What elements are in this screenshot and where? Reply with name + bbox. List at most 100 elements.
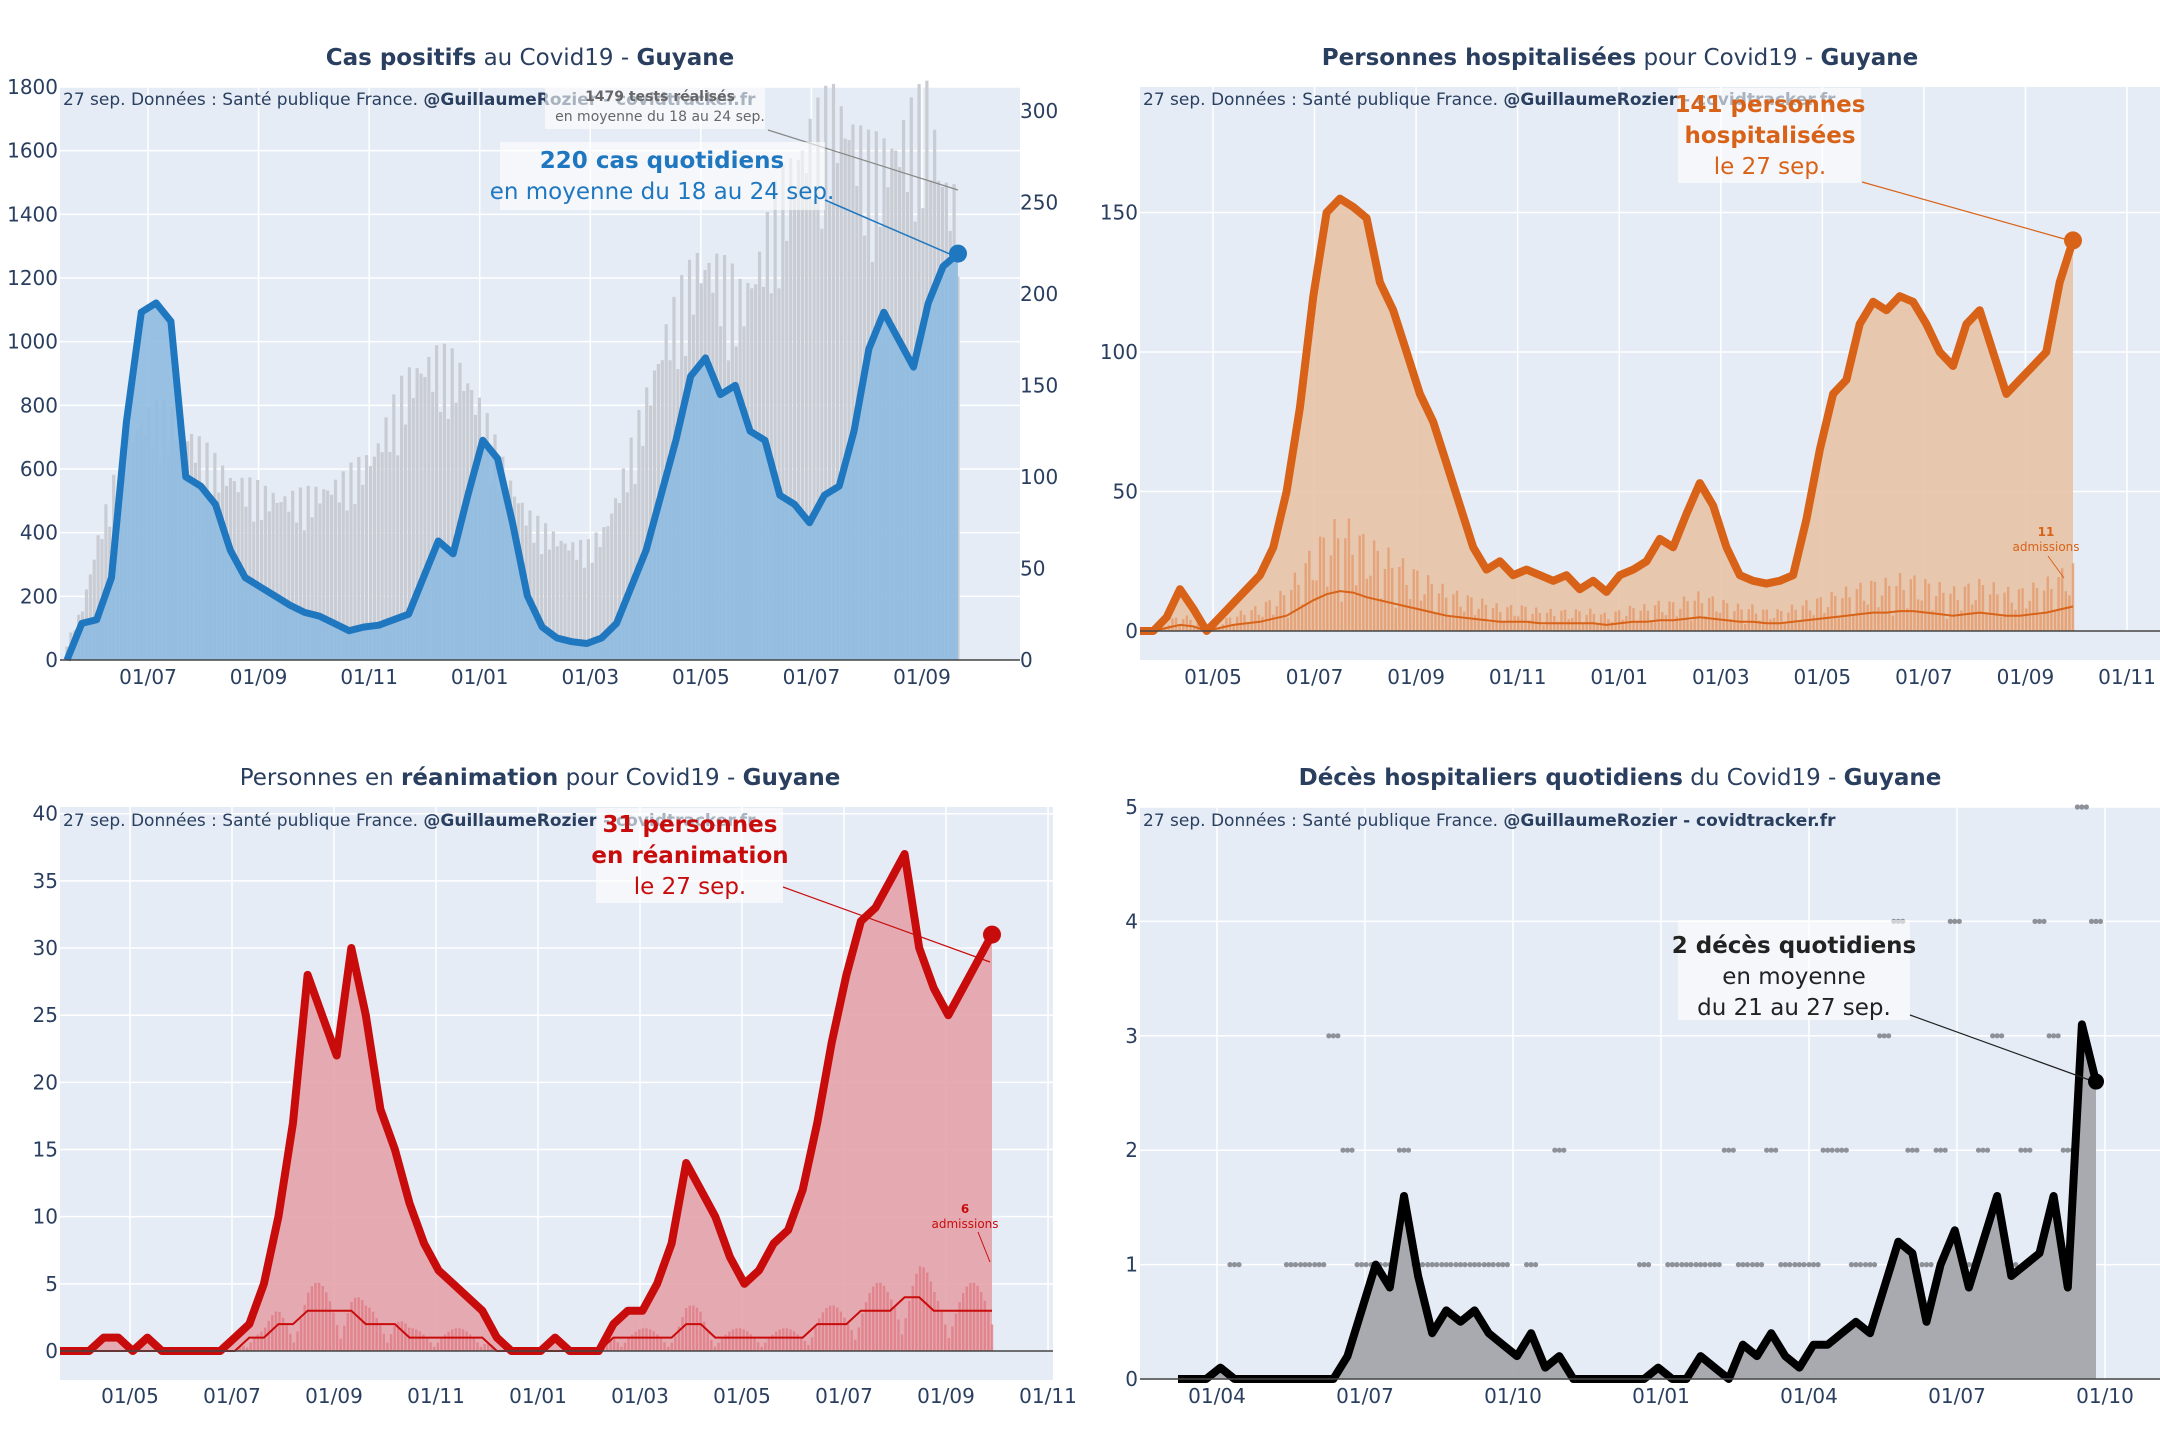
admission-bar (2039, 614, 2042, 631)
tests-bar (586, 539, 590, 660)
daily-death-dot (1283, 1262, 1290, 1268)
annotation-admissions-value: 6 (961, 1202, 969, 1216)
admission-bar (980, 1291, 983, 1351)
tests-bar (427, 356, 431, 660)
admission-bar (641, 1328, 645, 1351)
admission-bar (368, 1307, 371, 1351)
annotation-icu-text: le 27 sep. (634, 874, 746, 900)
daily-death-dot (1923, 1262, 1930, 1268)
admission-bar (1358, 535, 1361, 631)
admission-bar (879, 1282, 882, 1351)
admission-bar (436, 1342, 440, 1351)
daily-death-dot (1693, 1262, 1699, 1268)
admission-bar (688, 1305, 691, 1351)
admission-bar (674, 1335, 677, 1351)
admission-bar (1383, 569, 1387, 631)
tests-bar (388, 452, 392, 660)
y-axis-ticks: 0 50 100 150 (1100, 201, 1138, 643)
admission-bar (1801, 605, 1805, 631)
tests-bar (812, 198, 816, 660)
admission-bar (828, 1305, 832, 1351)
x-tick-label: 01/09 (917, 1384, 975, 1408)
daily-death-dot (2055, 1033, 2061, 1039)
admission-bar (1650, 621, 1653, 631)
admission-bar (1794, 609, 1797, 631)
x-tick-label: 01/03 (561, 665, 619, 689)
x-tick-label: 01/10 (1484, 1384, 1542, 1408)
admission-bar (1491, 608, 1495, 631)
admission-bar (623, 1342, 627, 1351)
admission-bar (249, 1342, 252, 1351)
admission-bar (2021, 588, 2024, 631)
admission-bar (1264, 601, 1268, 631)
daily-death-dot (1778, 1262, 1784, 1268)
admission-bar (1171, 618, 1174, 631)
admission-bar (242, 1345, 245, 1351)
admission-bar (1322, 537, 1325, 631)
admission-bar (1398, 566, 1401, 631)
daily-death-dot (1556, 1147, 1562, 1153)
admission-bar (1844, 586, 1848, 631)
tests-bar (575, 559, 579, 660)
admission-bar (1282, 595, 1286, 631)
daily-death-dot (2074, 804, 2080, 810)
daily-death-dot (1476, 1262, 1482, 1268)
admission-bar (1520, 605, 1524, 631)
daily-death-dot (1344, 1147, 1351, 1153)
daily-death-dot (1363, 1262, 1369, 1268)
admission-bar (310, 1286, 314, 1351)
admission-bar (1574, 609, 1578, 631)
admission-bar (738, 1328, 742, 1351)
admission-bar (364, 1305, 368, 1351)
admission-bar (1790, 604, 1794, 631)
admission-bar (929, 1281, 933, 1351)
daily-death-dot (1914, 1147, 1920, 1153)
daily-death-dot (1288, 1262, 1294, 1268)
admission-bar (803, 1340, 807, 1351)
admission-bar (1743, 623, 1747, 631)
daily-death-dot (1490, 1262, 1496, 1268)
admission-bar (1257, 614, 1261, 631)
admission-bar (886, 1291, 889, 1351)
tests-bar (824, 85, 828, 660)
admission-bar (281, 1317, 285, 1351)
daily-death-dot (1500, 1262, 1506, 1268)
annotation-deaths-arrow (1909, 1014, 2096, 1083)
tests-bar (294, 522, 299, 660)
y-axis-ticks: 0 5 10 15 20 25 30 35 40 (33, 802, 58, 1363)
admission-bar (2032, 582, 2035, 631)
daily-death-dot (1312, 1262, 1318, 1268)
admission-bar (1369, 575, 1372, 631)
admission-bar (627, 1338, 630, 1351)
tests-bar (804, 173, 808, 660)
admission-bar (951, 1326, 954, 1351)
admission-bar (767, 1338, 771, 1351)
admission-bar (944, 1324, 947, 1351)
tests-bar (368, 466, 373, 660)
admission-bar (1898, 573, 1902, 631)
x-tick-label: 01/11 (340, 665, 398, 689)
y-tick-label: 30 (33, 936, 58, 960)
admission-bar (1354, 585, 1358, 631)
admission-bar (2050, 589, 2053, 631)
daily-death-dot (1999, 1033, 2005, 1039)
admission-bar (422, 1334, 425, 1351)
admission-bar (1747, 609, 1750, 631)
tests-bar (567, 550, 571, 660)
daily-death-dot (1886, 1033, 1892, 1039)
y-tick-label: 1200 (7, 266, 58, 290)
tests-bar (248, 477, 252, 660)
admission-bar (1870, 580, 1873, 631)
daily-death-dot (1434, 1262, 1440, 1268)
admission-bar (371, 1311, 375, 1351)
admission-bar (753, 1338, 756, 1351)
tests-bar (773, 180, 777, 660)
admission-bar (2042, 590, 2046, 631)
admission-bar (1293, 572, 1297, 631)
admission-bar (1916, 599, 1920, 631)
admission-bar (976, 1285, 979, 1351)
daily-death-dot (1679, 1262, 1685, 1268)
tests-bar (551, 531, 555, 660)
admission-bar (778, 1329, 781, 1351)
daily-death-dot (1561, 1147, 1567, 1153)
